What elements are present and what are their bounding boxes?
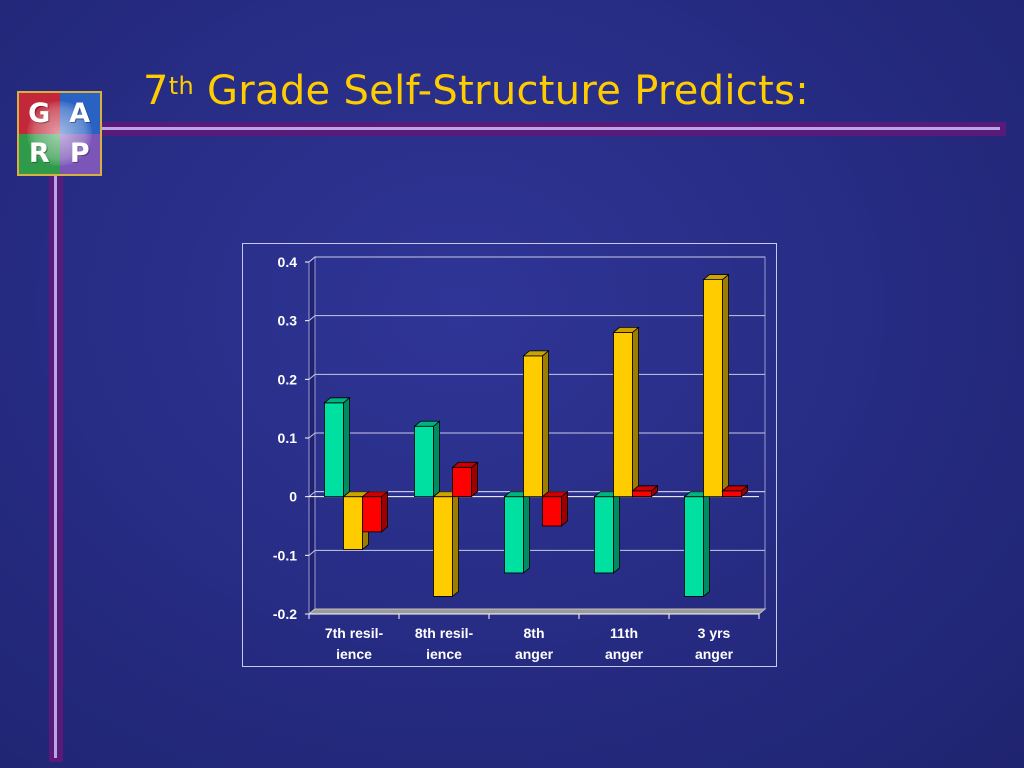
bar-chart: 0.4 0.3 0.2 0.1 0 -0.1 -0.2 7th resil-ience 8th … [273,254,767,662]
y-tick-label: 0.3 [278,313,298,329]
bar-side [381,490,388,533]
bar-top [413,420,441,427]
x-category-label: ience [336,646,372,662]
x-category-label: anger [695,646,734,662]
bar-conflicted [342,490,370,551]
title-underline-line [102,127,1000,130]
bar-top [451,461,479,468]
left-accent-line [54,176,57,758]
bar-face [594,496,614,574]
x-category-label: anger [515,646,554,662]
bar-top [323,397,351,404]
bar-side [703,490,710,598]
y-tick-label: 0.1 [278,430,298,446]
gridline-depth [308,549,316,556]
bar-side [722,273,729,498]
bar-vague [631,484,659,498]
bar-side [343,396,350,498]
bar-top [702,274,730,280]
bar-conflicted [612,326,640,498]
bar-top [541,491,569,498]
logo-ring [27,101,92,166]
gridline-depth [308,256,316,263]
logo-letter-r: R [28,138,50,170]
x-category-label: anger [605,646,644,662]
title-superscript: th [168,72,194,100]
gridline-depth [308,373,316,380]
bar-side [471,461,478,498]
y-tick-label: 0 [289,489,297,505]
bar-top [721,485,749,492]
y-tick-label: 0.4 [278,254,298,270]
chart-frame: 0.4 0.3 0.2 0.1 0 -0.1 -0.2 7th resil-ience 8th … [242,243,777,667]
x-category-label: 11th [610,625,638,641]
bar-conflicted [702,273,730,498]
bar-side [523,490,530,574]
bar-face [414,425,434,498]
logo-letter-a: A [69,97,91,129]
bar-top [522,350,550,357]
gridline-depth [308,432,316,439]
x-category-label: ience [426,646,462,662]
bar-clarified [503,490,531,574]
logo-letter-g: G [28,97,51,129]
bar-top [361,491,389,498]
bar-vague [541,490,569,527]
bar-face [433,496,453,597]
chart-floor [307,608,767,615]
x-category-label: 7th resil- [325,625,384,641]
bar-side [632,326,639,498]
bar-clarified [323,396,351,498]
bar-face [324,402,344,498]
bar-side [613,490,620,574]
y-tick-label: -0.1 [273,547,297,563]
x-category-label: 3 yrs [698,625,731,641]
bar-top [631,485,659,492]
bar-side [561,490,568,527]
bar-conflicted [432,490,460,598]
bar-face [542,496,562,527]
garp-logo: G A R P [17,91,102,176]
bar-side [433,420,440,498]
bar-clarified [593,490,621,574]
gridline-depth [308,315,316,322]
title-rest: Grade Self-Structure Predicts: [193,68,809,114]
bar-face [613,332,633,498]
title-main: 7 [143,68,169,114]
logo-letter-p: P [69,138,90,170]
bar-vague [361,490,389,533]
bar-face [632,490,652,498]
bar-face [504,496,524,574]
bar-face [684,496,704,597]
bar-top [612,327,640,333]
bar-vague [451,461,479,498]
bar-side [542,350,549,498]
y-tick-label: 0.2 [278,371,298,387]
x-category-label: 8th resil- [415,625,474,641]
bar-clarified [683,490,711,598]
bar-face [362,496,382,533]
bar-conflicted [522,350,550,498]
bar-face [703,279,723,498]
bar-face [523,355,543,498]
y-tick-label: -0.2 [273,606,297,622]
slide-title: 7th Grade Self-Structure Predicts: [143,68,809,114]
bar-face [722,490,742,498]
bar-face [343,496,363,550]
x-category-label: 8th [524,625,545,641]
bar-side [452,490,459,598]
bar-face [452,466,472,498]
gridline-depth [308,491,316,498]
bar-vague [721,484,749,498]
bar-clarified [413,420,441,498]
